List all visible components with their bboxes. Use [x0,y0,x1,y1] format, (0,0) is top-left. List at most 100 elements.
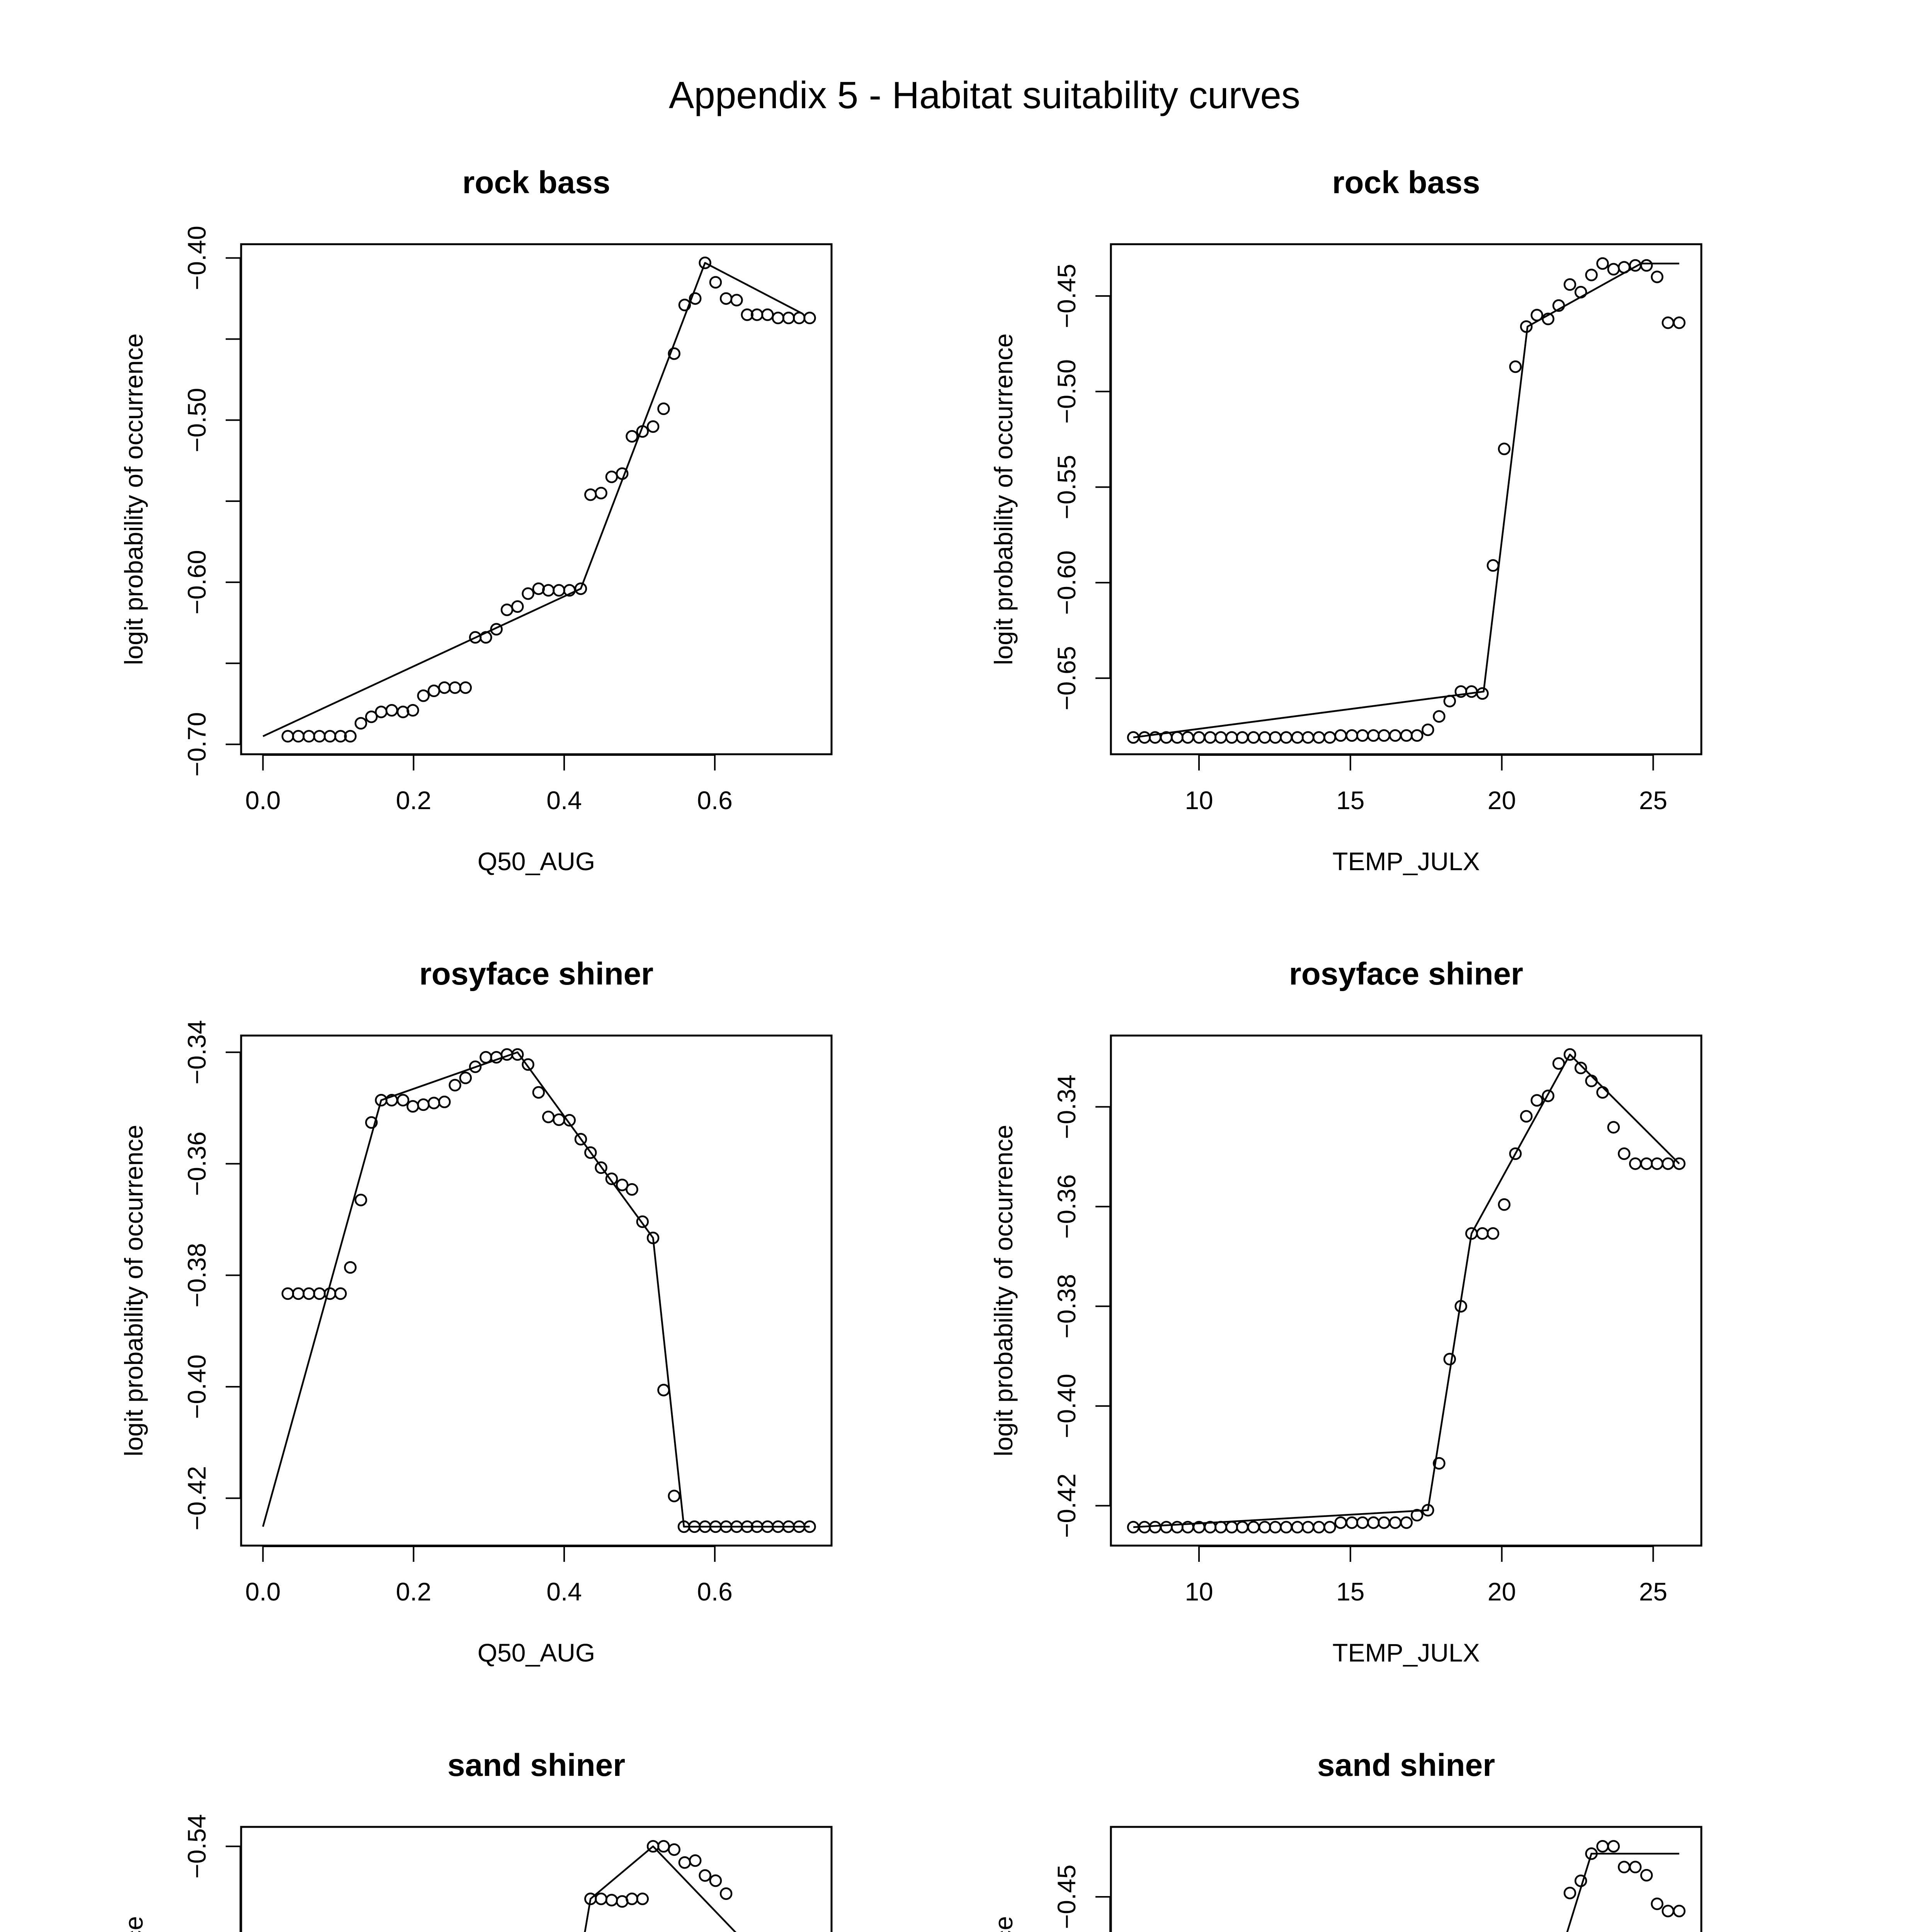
data-point [668,1490,680,1502]
data-point [1563,1048,1577,1061]
y-axis-title: logit probability of occurrence [119,1125,148,1456]
data-point [1607,1121,1620,1134]
fit-line [262,1051,810,1528]
data-point [511,600,524,613]
data-point [459,1071,472,1084]
data-points [281,1048,816,1533]
data-point [354,1194,367,1206]
data-point [1673,316,1686,329]
data-point [334,1287,347,1300]
data-point [406,704,419,717]
x-axis: 0.0 0.2 0.4 0.6 [245,1546,733,1606]
data-points [281,257,816,743]
panel-title: sand shiner [1317,1748,1495,1783]
chart-panel-5: sand shiner0.00.20.40.6Q50_AUG−0.60−0.58… [119,1748,833,1932]
x-tick-label: 25 [1639,786,1667,815]
data-point [646,420,660,433]
data-point [657,1384,670,1396]
data-point [668,347,680,360]
fit-line [1566,1853,1679,1932]
data-point [574,1133,587,1146]
fit-line [584,1845,736,1932]
data-point [699,1869,711,1882]
data-point [636,425,649,438]
y-tick-label: −0.42 [1052,1473,1081,1538]
y-tick-label: −0.40 [182,1354,211,1419]
data-points [584,1840,733,1908]
data-point [344,730,357,743]
x-axis: 10 15 20 25 [1185,1546,1667,1606]
y-axis: −0.42 −0.40 −0.38 −0.36 −0.34 [1052,1075,1111,1538]
y-axis: −0.70 −0.60 −0.50 −0.40 [182,226,241,777]
data-point [1629,1861,1642,1874]
data-point [563,1114,576,1127]
x-tick-label: 0.6 [697,786,733,815]
data-point [354,717,367,730]
data-point [438,1095,451,1108]
data-point [1574,1874,1587,1887]
data-point [1585,1847,1598,1860]
x-tick-label: 20 [1488,786,1516,815]
y-tick-label: −0.54 [182,1814,211,1879]
data-point [1542,313,1554,325]
x-tick-label: 0.2 [396,1577,431,1606]
data-point [1498,1198,1511,1211]
data-point [1443,695,1456,707]
data-point [616,467,629,480]
data-point [699,257,711,269]
panel-title: rock bass [1332,165,1480,200]
data-point [1422,723,1434,736]
y-tick-label: −0.40 [182,226,211,290]
data-point [605,1172,618,1185]
y-axis-title: logit probability of occurrence [989,1916,1018,1932]
data-point [689,1854,702,1867]
y-tick-label: −0.34 [182,1020,211,1085]
y-tick-label: −0.50 [1052,359,1081,424]
data-point [1574,1061,1587,1075]
data-point [1509,360,1522,373]
data-point [678,299,691,311]
data-point [636,1892,649,1905]
y-tick-label: −0.60 [182,550,211,614]
fit-line [1133,1053,1680,1528]
data-point [1433,710,1446,723]
chart-panel-2: rock bass 10 15 20 25 TEMP_JULX −0.65 −0.60 −0.5… [989,165,1702,876]
data-point [668,1843,680,1856]
data-point [1531,309,1543,321]
data-point [730,294,743,307]
data-point [803,311,816,325]
data-point [1323,1521,1336,1534]
x-axis-title: TEMP_JULX [1332,847,1480,876]
y-tick-label: −0.55 [1052,455,1081,519]
data-point [1454,1300,1468,1313]
panel-title: rosyface shiner [419,956,653,992]
y-tick-label: −0.42 [182,1466,211,1531]
x-tick-label: 0.0 [245,786,281,815]
y-tick-label: −0.34 [1052,1075,1081,1139]
panel-title: rock bass [463,165,611,200]
data-points [1127,1048,1686,1534]
data-point [636,1215,649,1228]
data-point [1498,442,1511,455]
x-axis-title: Q50_AUG [478,1638,595,1667]
data-point [1673,1157,1686,1170]
y-tick-label: −0.60 [1052,550,1081,615]
data-point [459,681,472,694]
data-point [344,1261,357,1274]
data-point [365,1116,378,1129]
y-tick-label: −0.65 [1052,646,1081,711]
y-tick-label: −0.38 [182,1243,211,1308]
x-tick-label: 0.4 [546,786,582,815]
data-point [741,1520,753,1533]
data-point [1596,257,1609,270]
data-point [1563,1886,1577,1900]
data-point [595,1161,607,1174]
data-point [1574,286,1587,299]
x-tick-label: 0.2 [396,786,431,815]
data-point [365,710,378,723]
chart-panel-3: rosyface shiner 0.0 0.2 0.4 0.6 Q50_AUG −0.42 −… [119,956,833,1667]
